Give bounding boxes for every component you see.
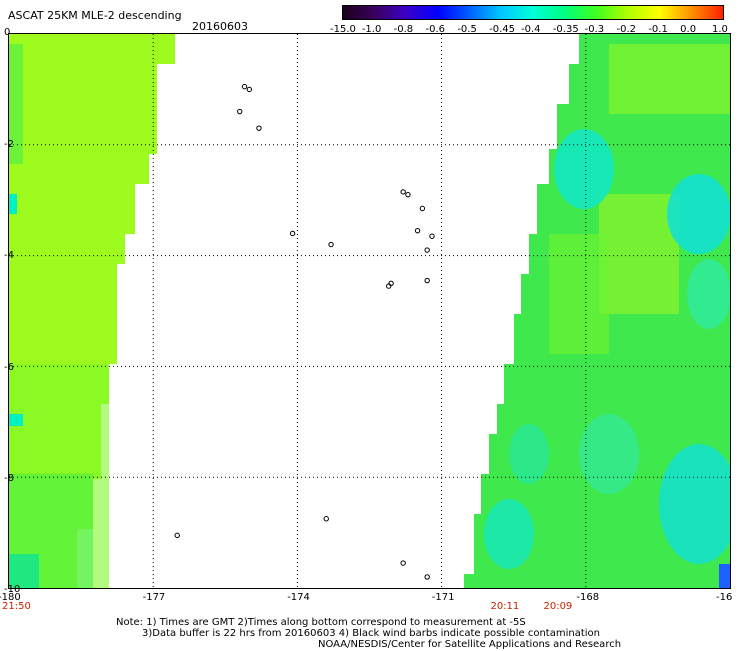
right-swath-patch <box>667 174 730 254</box>
colorbar-label: -0.3 <box>584 24 605 35</box>
map-panel <box>8 33 731 589</box>
longitude-label: -171 <box>431 592 455 603</box>
left-swath-patch <box>9 194 17 214</box>
island-outline <box>246 86 253 93</box>
right-swath-patch <box>687 259 730 329</box>
colorbar-label: 1.0 <box>712 24 728 35</box>
island-outline <box>256 125 262 131</box>
pass-time-label: 21:50 <box>2 601 31 612</box>
colorbar-label: -15.0 <box>330 24 356 35</box>
map-canvas <box>9 34 730 588</box>
colorbar-label: -1.0 <box>361 24 382 35</box>
colorbar-label: -0.6 <box>425 24 446 35</box>
longitude-label: -16 <box>716 592 733 603</box>
right-swath-patch <box>719 564 730 588</box>
right-swath-patch <box>549 234 609 354</box>
right-swath-patch <box>509 424 549 484</box>
island-outline <box>237 108 243 115</box>
left-swath-patch <box>9 44 23 164</box>
plot-date: 20160603 <box>192 20 248 33</box>
right-swath-patch <box>659 444 730 564</box>
right-swath-patch <box>579 414 639 494</box>
colorbar-label: -0.1 <box>648 24 668 35</box>
colorbar <box>342 5 724 20</box>
left-swath-patch <box>9 414 23 426</box>
colorbar-label: -0.4 <box>521 24 541 35</box>
island-outline <box>400 189 406 195</box>
colorbar-label: 0.0 <box>680 24 697 35</box>
latitude-label: 0 <box>4 27 11 38</box>
right-swath-patch <box>554 129 614 209</box>
island-outline <box>429 233 435 239</box>
island-outline <box>323 516 329 522</box>
latitude-label: -10 <box>4 584 21 595</box>
right-swath-patch <box>599 194 679 314</box>
island-outline <box>419 205 426 212</box>
island-outline <box>424 247 430 253</box>
island-outline <box>414 227 421 234</box>
island-outline <box>289 230 296 237</box>
longitude-label: -177 <box>142 592 166 603</box>
plot-title: ASCAT 25KM MLE-2 descending <box>8 9 182 22</box>
note-line-1: Note: 1) Times are GMT 2)Times along bot… <box>116 617 526 628</box>
right-swath-patch <box>484 499 534 569</box>
island-outline <box>241 83 248 90</box>
longitude-label: -180 <box>0 592 21 603</box>
island-outline <box>388 280 394 287</box>
latitude-label: -4 <box>4 250 14 262</box>
pass-time-label: 20:09 <box>543 601 573 612</box>
note-line-2: 3)Data buffer is 22 hrs from 20160603 4)… <box>142 628 600 639</box>
colorbar-label: -0.8 <box>393 24 414 35</box>
latitude-label: -2 <box>4 139 14 151</box>
island-outline <box>424 277 430 284</box>
right-swath-patch <box>609 44 730 114</box>
island-outline <box>328 241 334 248</box>
island-outline <box>424 574 430 580</box>
island-outline <box>400 560 406 566</box>
island-outline <box>405 191 411 198</box>
colorbar-label: -0.5 <box>457 24 477 35</box>
pass-time-label: 20:11 <box>490 601 520 612</box>
longitude-label: -168 <box>576 592 600 603</box>
colorbar-label: -0.2 <box>616 24 637 35</box>
left-swath-patch <box>9 554 39 588</box>
island-outline <box>174 532 180 539</box>
latitude-label: -6 <box>4 361 14 373</box>
colorbar-label: -0.45 <box>489 24 516 35</box>
latitude-label: -8 <box>4 472 14 484</box>
colorbar-label: -0.35 <box>552 24 579 35</box>
longitude-label: -174 <box>287 592 310 603</box>
credit-line: NOAA/NESDIS/Center for Satellite Applica… <box>318 639 622 650</box>
